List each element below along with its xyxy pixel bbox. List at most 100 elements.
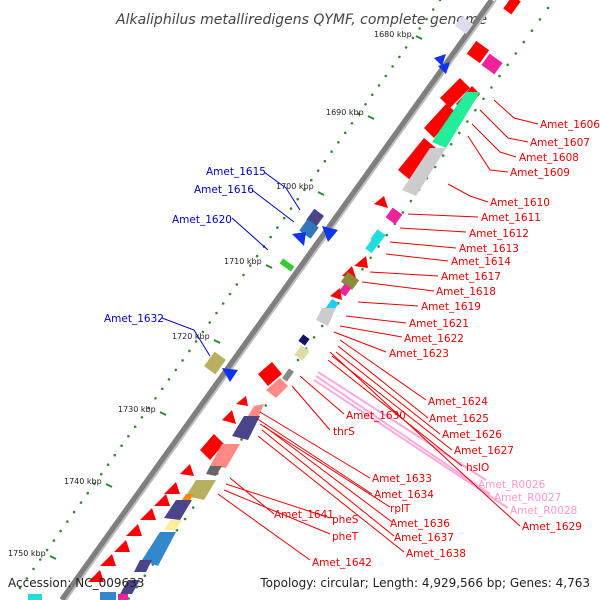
scale-dot bbox=[79, 501, 83, 504]
gene-label[interactable]: Amet_1622 bbox=[404, 333, 464, 345]
gene-label[interactable]: rplT bbox=[390, 503, 411, 515]
gene-label[interactable]: Amet_1608 bbox=[519, 152, 579, 164]
scale-tick: 1750 kbp bbox=[8, 549, 46, 558]
gene-label[interactable]: Amet_1607 bbox=[530, 137, 590, 149]
cds-box bbox=[298, 334, 310, 346]
gene-label[interactable]: Amet_1642 bbox=[312, 557, 372, 569]
gene-label[interactable]: Amet_1638 bbox=[406, 548, 466, 560]
scale-dot bbox=[127, 435, 130, 438]
scale-dot bbox=[113, 453, 117, 457]
scale-dot bbox=[269, 235, 272, 239]
gene-label[interactable]: Amet_1611 bbox=[481, 212, 541, 224]
scale-dot bbox=[310, 178, 313, 182]
scale-dot bbox=[441, 154, 445, 157]
gene-label[interactable]: Amet_1624 bbox=[428, 396, 488, 408]
cds-arrow bbox=[292, 232, 306, 246]
gene-label[interactable]: Amet_1629 bbox=[522, 521, 582, 533]
rna-label[interactable]: Amet_R0026 bbox=[478, 479, 546, 491]
gene-label[interactable]: pheT bbox=[332, 531, 359, 543]
cds-box bbox=[100, 592, 116, 600]
cds-box bbox=[402, 148, 446, 196]
scale-dot bbox=[514, 52, 517, 55]
scale-ticks: 1680 kbp 1690 kbp 1700 kbp 1710 kbp 1720… bbox=[8, 30, 423, 560]
scale-dot bbox=[228, 292, 232, 296]
gene-label[interactable]: Amet_1616 bbox=[194, 184, 254, 196]
topology-text: Topology: circular; Length: 4,929,566 bp… bbox=[259, 576, 590, 590]
gene-label[interactable]: Amet_1618 bbox=[436, 286, 496, 298]
gene-label[interactable]: Amet_1621 bbox=[409, 318, 469, 330]
gene-label[interactable]: Amet_1625 bbox=[429, 413, 489, 425]
scale-dot bbox=[391, 65, 394, 68]
scale-dot bbox=[167, 378, 171, 381]
cds-arrow bbox=[222, 410, 236, 424]
scale-dot bbox=[18, 586, 22, 590]
gene-label[interactable]: Amet_1633 bbox=[372, 473, 432, 485]
scale-dot bbox=[66, 520, 69, 523]
scale-dot bbox=[240, 438, 243, 441]
cds-arrow bbox=[222, 368, 238, 382]
reverse-strand-features bbox=[28, 0, 521, 600]
cds-box bbox=[294, 345, 310, 361]
gene-label[interactable]: Amet_1612 bbox=[469, 228, 529, 240]
cds-box bbox=[266, 378, 288, 398]
scale-dot bbox=[191, 506, 195, 509]
rna-label[interactable]: Amet_R0027 bbox=[494, 492, 561, 504]
scale-tick: 1730 kbp bbox=[118, 405, 156, 414]
cds-arrow bbox=[140, 508, 156, 520]
scale-dot bbox=[242, 273, 245, 277]
cds-box bbox=[182, 494, 194, 500]
gene-label[interactable]: Amet_1620 bbox=[172, 214, 232, 226]
tick-mark bbox=[105, 483, 113, 488]
scale-dot bbox=[215, 311, 218, 315]
gene-label[interactable]: Amet_1610 bbox=[490, 197, 550, 209]
gene-label[interactable]: Amet_1614 bbox=[451, 256, 511, 268]
scale-dot bbox=[371, 93, 374, 97]
rna-label[interactable]: Amet_R0028 bbox=[510, 505, 577, 517]
cds-arrow bbox=[180, 464, 194, 476]
scale-dot bbox=[52, 539, 56, 542]
gene-label[interactable]: Amet_1632 bbox=[104, 313, 164, 325]
scale-dot bbox=[449, 143, 453, 146]
scale-dot bbox=[409, 199, 413, 203]
gene-label[interactable]: pheS bbox=[332, 514, 359, 526]
scale-dot bbox=[72, 510, 76, 514]
rna-labels: Amet_R0026 Amet_R0027 Amet_R0028 bbox=[478, 479, 577, 517]
gene-label[interactable]: Amet_1617 bbox=[441, 271, 501, 283]
scale-dot bbox=[357, 112, 361, 116]
cds-box bbox=[164, 500, 192, 520]
scale-dot bbox=[546, 6, 550, 10]
gene-label[interactable]: Amet_1636 bbox=[390, 518, 450, 530]
backbone bbox=[59, 0, 497, 600]
cds-box bbox=[316, 308, 336, 326]
cds-box bbox=[142, 532, 176, 566]
gene-label[interactable]: Amet_1623 bbox=[389, 348, 449, 360]
gene-label[interactable]: Amet_1613 bbox=[459, 243, 519, 255]
scale-dot bbox=[154, 397, 157, 400]
scale-dot bbox=[181, 359, 184, 362]
gene-label[interactable]: hslO bbox=[466, 462, 489, 474]
gene-label[interactable]: Amet_1641 bbox=[274, 509, 334, 521]
scale-dot bbox=[221, 302, 225, 305]
scale-dot bbox=[32, 567, 35, 571]
gene-label[interactable]: Amet_1609 bbox=[510, 167, 570, 179]
tick-mark bbox=[49, 555, 57, 560]
scale-dot bbox=[194, 340, 198, 343]
gene-label[interactable]: Amet_1626 bbox=[442, 429, 502, 441]
gene-label[interactable]: Amet_1630 bbox=[346, 410, 406, 422]
gene-label[interactable]: thrS bbox=[333, 426, 355, 438]
cds-box bbox=[164, 520, 182, 530]
cds-arrow bbox=[114, 540, 130, 552]
gene-label[interactable]: Amet_1634 bbox=[374, 489, 434, 501]
scale-tick: 1690 kbp bbox=[326, 108, 364, 117]
cds-box bbox=[338, 283, 352, 297]
gene-label[interactable]: Amet_1619 bbox=[421, 301, 481, 313]
gene-label[interactable]: Amet_1606 bbox=[540, 119, 600, 131]
scale-dot bbox=[282, 216, 286, 220]
gene-label[interactable]: Amet_1627 bbox=[454, 445, 514, 457]
gene-label[interactable]: Amet_1637 bbox=[394, 532, 454, 544]
cds-arrow bbox=[88, 570, 104, 582]
forward-connectors bbox=[161, 171, 301, 357]
cds-box bbox=[282, 368, 294, 382]
gene-label[interactable]: Amet_1615 bbox=[206, 166, 266, 178]
map-title: Alkaliphilus metalliredigens QYMF, compl… bbox=[115, 12, 487, 28]
